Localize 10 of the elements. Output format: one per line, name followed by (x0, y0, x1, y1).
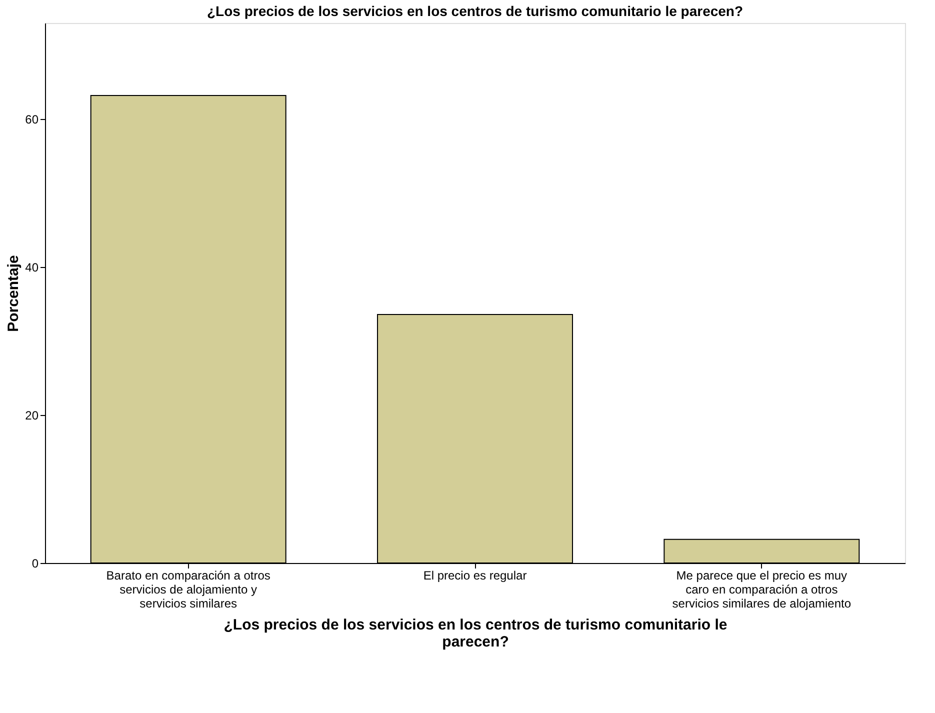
y-tick-label: 40 (25, 260, 39, 275)
x-tick-label: El precio es regular (423, 568, 527, 582)
y-tick-label: 60 (25, 112, 39, 127)
x-axis-title: ¿Los precios de los servicios en los centros de turismo comunitario le parecen? (224, 616, 728, 650)
y-tick-label: 0 (32, 556, 39, 570)
chart-title: ¿Los precios de los servicios en los centros de turismo comunitario le parecen? (206, 3, 744, 19)
y-axis-title: Porcentaje (5, 255, 22, 332)
y-tick-label: 20 (25, 408, 39, 423)
x-tick-label: Me parece que el precio es muy caro en comparación a otros servicios similares de alojamiento (672, 568, 852, 610)
x-tick-label: Barato en comparación a otros servicios de alojamiento y servicios similares (106, 568, 270, 610)
